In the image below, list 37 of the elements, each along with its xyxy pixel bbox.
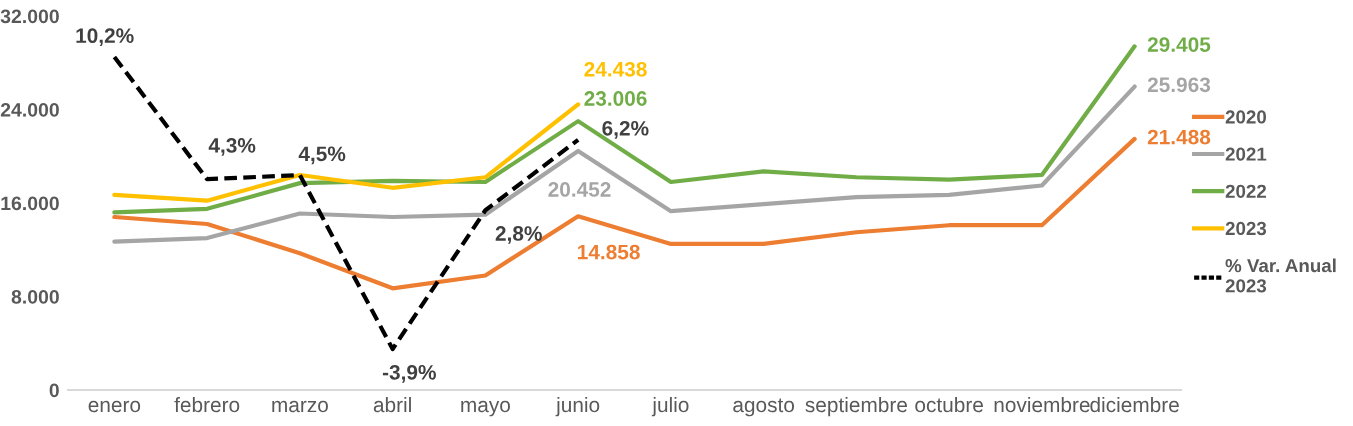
data-label: 23.006 [584, 91, 647, 106]
line-series [112, 44, 1137, 215]
x-tick-label: diciembre [1090, 396, 1179, 413]
x-tick-label: abril [373, 396, 411, 413]
y-tick-label: 8.000 [11, 289, 59, 304]
data-label: 6,2% [602, 120, 649, 139]
data-label: 14.858 [578, 244, 640, 260]
legend-label: 2020 [1225, 110, 1267, 124]
x-tick-label: junio [555, 396, 600, 417]
y-tick-label: 16.000 [1, 196, 59, 211]
legend-label: % Var. Anual 2023 [1225, 258, 1336, 293]
x-tick-label: julio [651, 396, 689, 417]
x-tick-label: marzo [272, 400, 328, 413]
x-tick-label: octubre [915, 396, 983, 413]
data-label: 4,5% [298, 146, 346, 165]
data-label: 10,2% [76, 28, 134, 47]
line-series [112, 84, 1137, 244]
data-label: 20.452 [548, 182, 611, 197]
legend-label: 2023 [1225, 221, 1267, 236]
x-tick-label: agosto [733, 398, 795, 417]
data-label: 24.438 [584, 61, 647, 77]
data-label: 29.405 [1147, 37, 1211, 52]
x-tick-label: septiembre [805, 396, 907, 417]
x-tick-label: mayo [461, 400, 510, 417]
x-tick-label: febrero [174, 396, 240, 413]
data-label: 25.963 [1147, 77, 1211, 93]
legend-label: 2021 [1225, 147, 1267, 161]
x-tick-label: enero [88, 400, 141, 413]
data-label: 4,3% [208, 138, 256, 156]
data-label: -3,9% [382, 364, 436, 383]
legend-label: 2022 [1225, 184, 1267, 198]
data-label: 2,8% [495, 226, 542, 244]
data-label: 21.488 [1147, 129, 1211, 145]
y-tick-label: 0 [49, 383, 59, 398]
y-tick-label: 32.000 [0, 9, 59, 24]
x-tick-label: noviembre [994, 396, 1090, 413]
y-tick-label: 24.000 [0, 102, 59, 117]
